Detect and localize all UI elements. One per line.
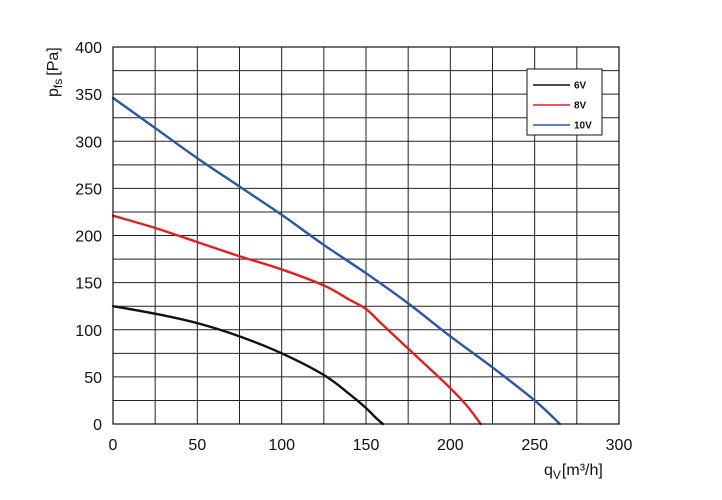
x-axis-label: qV[m³/h] <box>544 462 603 482</box>
legend-box <box>526 68 603 136</box>
legend-label-6v: 6V <box>574 81 587 92</box>
x-axis-label-unit: [m³/h] <box>562 462 603 479</box>
legend-label-8v: 8V <box>574 101 587 112</box>
legend: 6V 8V 10V <box>526 68 603 136</box>
y-axis-label-sub: fs <box>51 79 65 88</box>
y-tick-label: 150 <box>75 276 102 293</box>
y-tick-label: 50 <box>84 370 102 387</box>
x-tick-label: 50 <box>188 437 206 454</box>
y-tick-label: 0 <box>93 417 102 434</box>
y-axis-label-unit: [Pa] <box>45 47 62 75</box>
x-tick-label: 250 <box>521 437 548 454</box>
legend-label-10v: 10V <box>574 121 592 132</box>
x-tick-label: 300 <box>606 437 633 454</box>
x-axis-label-sub: V <box>553 468 561 482</box>
y-tick-label: 200 <box>75 229 102 246</box>
series-lines <box>111 96 562 426</box>
y-tick-label: 250 <box>75 181 102 198</box>
y-axis-label: pfs [Pa] <box>45 47 65 97</box>
series-line-6v <box>111 304 385 426</box>
x-tick-label: 150 <box>353 437 380 454</box>
tick-labels: 0 50 100 150 200 250 300 0 50 100 150 200 250 300 350 4… <box>75 40 632 454</box>
y-tick-label: 400 <box>75 40 102 57</box>
series-line-8v <box>111 214 482 426</box>
plot-frame <box>112 46 620 425</box>
x-tick-label: 0 <box>109 437 118 454</box>
x-axis-label-main: q <box>544 462 553 479</box>
y-tick-label: 100 <box>75 323 102 340</box>
x-tick-label: 200 <box>437 437 464 454</box>
series-line-10v <box>111 96 562 426</box>
x-tick-label: 100 <box>268 437 295 454</box>
y-axis-label-main: p <box>45 88 62 97</box>
y-tick-label: 350 <box>75 87 102 104</box>
y-tick-label: 300 <box>75 134 102 151</box>
